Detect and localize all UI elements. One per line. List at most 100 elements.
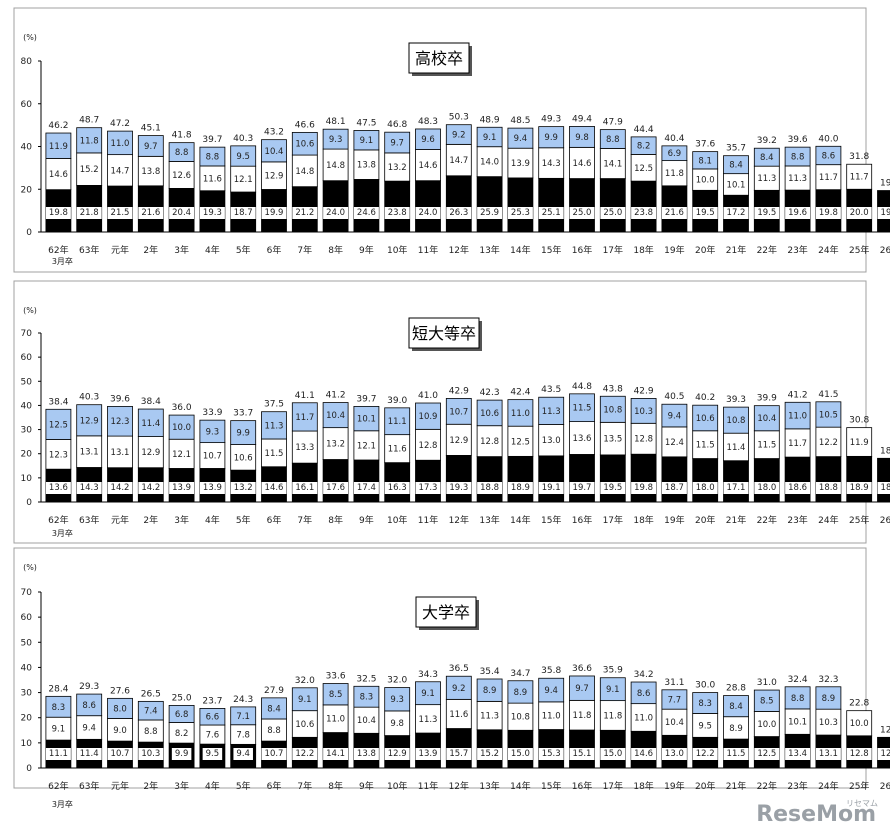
x-tick-label: 24年 [818, 780, 838, 792]
label-band [292, 482, 318, 494]
bar-label-year2: 11.0 [326, 715, 345, 725]
x-tick-label: 13年 [479, 780, 499, 792]
chart-title: 高校卒 [415, 49, 463, 68]
bar-seg-year2 [291, 430, 318, 464]
bar-label-year1: 13.4 [788, 749, 807, 759]
bar-seg-year1 [476, 176, 503, 233]
bar-label-year2: 11.8 [603, 711, 622, 721]
bar-label-year2: 12.4 [665, 438, 684, 448]
bar-seg-year2 [846, 427, 873, 457]
x-tick-label: 24年 [818, 244, 838, 256]
bar-label-year3: 10.6 [295, 140, 314, 150]
bar-label-year1: 14.2 [141, 483, 160, 493]
bar-label-year2: 12.3 [49, 450, 68, 460]
bar-seg-year3 [137, 700, 164, 721]
label-band [538, 207, 564, 219]
bar-seg-year3 [753, 147, 780, 167]
resemom-logo: ReseMom リセマム [756, 799, 878, 827]
bar-label-year2: 13.1 [111, 448, 130, 458]
bar-total-label: 33.7 [233, 409, 253, 419]
bar-label-year3: 11.8 [80, 136, 99, 146]
bar-seg-year2 [107, 154, 133, 187]
bar-seg-year2 [45, 158, 72, 191]
bar-total-label: 35.7 [726, 144, 746, 154]
bar-label-year2: 7.8 [236, 731, 250, 741]
bar-label-year1: 25.3 [511, 208, 530, 218]
x-tick-label: 9年 [359, 244, 374, 256]
bar-label-year1: 21.8 [80, 208, 99, 218]
bar-label-year3: 8.4 [760, 153, 774, 163]
bar-label-year1: 21.6 [665, 208, 684, 218]
bar-label-year1: 14.1 [326, 749, 345, 759]
bar-seg-year2 [107, 435, 133, 469]
bar-seg-year3 [476, 126, 503, 148]
bar-total-label: 40.4 [664, 134, 684, 144]
bar-label-year1: 18.7 [234, 208, 253, 218]
label-band [446, 748, 472, 760]
bar-seg-year3 [384, 131, 411, 154]
bar-label-year3: 12.9 [80, 416, 99, 426]
bar-label-year3: 9.3 [390, 695, 404, 705]
bar-label-year3: 9.1 [298, 695, 312, 705]
bar-seg-year2 [630, 422, 657, 455]
bar-label-year1: 17.6 [326, 483, 345, 493]
bar-total-label: 49.4 [572, 114, 592, 124]
bar-seg-year3 [76, 404, 103, 437]
bar-seg-year3 [230, 420, 257, 445]
bar-seg-year2 [753, 165, 780, 191]
x-tick-label: 12年 [449, 514, 469, 526]
bar-label-year2: 10.0 [696, 176, 715, 186]
bar-seg-year3 [353, 130, 380, 151]
bar-seg-year1 [599, 454, 626, 503]
bar-seg-year3 [538, 396, 565, 425]
bar-total-label: 35.4 [480, 667, 500, 677]
label-band [477, 748, 503, 760]
chart-title: 大学卒 [422, 603, 470, 622]
bar-label-year1: 19.3 [203, 208, 222, 218]
bar-total-label: 48.5 [510, 116, 530, 126]
label-band [692, 482, 718, 494]
label-band [600, 748, 626, 760]
x-tick-label: 21年 [726, 244, 746, 256]
bar-label-year3: 6.9 [668, 149, 682, 159]
bar-total-label: 36.6 [572, 664, 592, 674]
bar-total-label: 48.1 [326, 117, 346, 127]
bar-seg-year2 [846, 163, 873, 190]
label-band [569, 207, 595, 219]
bar-label-year2: 10.4 [665, 718, 684, 728]
label-band [45, 482, 71, 494]
bar-seg-year3 [261, 139, 287, 163]
bar-seg-year3 [723, 155, 749, 175]
bar-seg-year3 [753, 689, 780, 712]
bar-label-year3: 8.6 [822, 151, 836, 161]
bar-total-label: 41.2 [326, 391, 346, 401]
bar-label-year2: 8.8 [267, 726, 281, 736]
bar-label-year3: 7.1 [236, 712, 250, 722]
bar-label-year1: 17.2 [727, 208, 746, 218]
bar-label-year1: 12.2 [295, 749, 314, 759]
bar-label-year1: 13.9 [203, 483, 222, 493]
label-band [877, 207, 890, 219]
bar-total-label: 45.1 [141, 124, 161, 134]
bar-label-year2: 13.0 [542, 436, 561, 446]
bar-seg-year1 [384, 180, 411, 233]
bar-total-label: 42.9 [634, 386, 654, 396]
label-band [230, 207, 256, 219]
label-band [785, 482, 811, 494]
label-band [261, 207, 287, 219]
x-tick-label: 20年 [695, 780, 715, 792]
label-band [846, 482, 872, 494]
bar-seg-year1 [353, 179, 380, 233]
bar-seg-year2 [353, 430, 380, 461]
bar-label-year3: 9.2 [452, 131, 466, 141]
bar-label-year3: 8.4 [729, 161, 743, 171]
bar-seg-year1 [322, 459, 349, 503]
bar-label-year2: 9.1 [52, 725, 66, 735]
x-tick-label: 8年 [328, 514, 343, 526]
bar-seg-year3 [199, 146, 226, 167]
x-tick-label: 2年 [143, 244, 158, 256]
bar-label-year2: 14.6 [419, 161, 438, 171]
x-tick-label: 22年 [757, 244, 777, 256]
bar-label-year1: 14.2 [111, 483, 130, 493]
